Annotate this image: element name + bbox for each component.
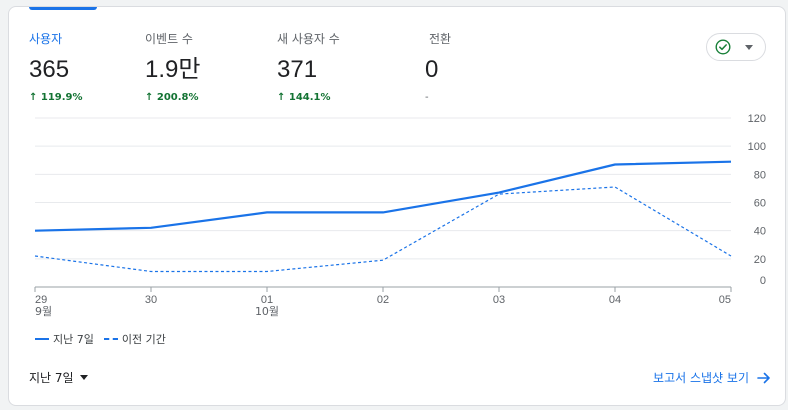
- caret-down-icon: [745, 45, 753, 50]
- legend-solid-swatch: [35, 338, 49, 340]
- report-link-label: 보고서 스냅샷 보기: [653, 371, 749, 385]
- metric-change-value: 119.9%: [40, 92, 83, 103]
- x-tick-label: 05: [719, 294, 731, 306]
- arrow-up-icon: ↑: [145, 92, 157, 103]
- metric-label: 새 사용자 수: [277, 32, 340, 46]
- series-line-previous-period: [34, 186, 732, 273]
- x-tick-label: 30: [145, 294, 157, 306]
- metric-change-value: 144.1%: [288, 92, 331, 103]
- x-tick-label: 02: [377, 294, 389, 306]
- y-tick-label: 0: [760, 275, 766, 287]
- chart-legend: 지난 7일 이전 기간: [35, 331, 166, 347]
- legend-current-label: 지난 7일: [53, 333, 94, 346]
- arrow-up-icon: ↑: [29, 92, 41, 103]
- y-tick-label: 60: [754, 198, 766, 210]
- x-tick-label: 04: [609, 294, 621, 306]
- x-tick-month-label: 10월: [255, 305, 279, 318]
- y-tick-label: 100: [748, 141, 766, 153]
- metric-label: 전환: [429, 32, 452, 46]
- legend-dashed-swatch: [103, 338, 118, 340]
- view-report-snapshot-link[interactable]: 보고서 스냅샷 보기: [653, 369, 771, 386]
- legend-previous-label: 이전 기간: [121, 333, 166, 346]
- x-tick-label: 01: [261, 294, 273, 306]
- date-range-selector[interactable]: 지난 7일: [29, 369, 88, 386]
- x-tick-label: 03: [493, 294, 505, 306]
- caret-down-icon: [79, 375, 88, 380]
- x-tick-month-label: 9월: [35, 305, 52, 318]
- metric-change: ↑ 200.8%: [145, 91, 200, 105]
- metric-change-value: 200.8%: [156, 92, 199, 103]
- metric-change: ↑ 119.9%: [29, 91, 83, 105]
- compare-dropdown-button[interactable]: [706, 33, 766, 61]
- overview-card: 사용자 365 ↑ 119.9% 이벤트 수 1.9만 ↑ 200.8% 새 사…: [8, 6, 786, 406]
- arrow-right-icon: [757, 372, 770, 383]
- y-tick-label: 80: [754, 169, 766, 181]
- date-range-label: 지난 7일: [29, 371, 74, 385]
- arrow-up-icon: ↑: [277, 92, 289, 103]
- metric-events[interactable]: 이벤트 수 1.9만 ↑ 200.8%: [145, 31, 200, 105]
- metric-value: 0: [425, 56, 439, 83]
- y-tick-label: 40: [754, 226, 766, 238]
- metric-change: ↑ 144.1%: [277, 91, 340, 105]
- metric-users[interactable]: 사용자 365 ↑ 119.9%: [29, 31, 83, 105]
- metric-conversions[interactable]: 전환 0 -: [425, 31, 451, 105]
- y-tick-label: 120: [748, 113, 766, 125]
- metric-value: 1.9만: [145, 56, 201, 83]
- y-tick-label: 20: [754, 254, 766, 266]
- metric-label: 사용자: [29, 32, 63, 46]
- metric-value: 371: [277, 56, 318, 83]
- metric-new-users[interactable]: 새 사용자 수 371 ↑ 144.1%: [277, 31, 340, 105]
- x-tick-label: 29: [35, 294, 47, 306]
- metric-value: 365: [29, 56, 70, 83]
- metric-change: -: [425, 92, 429, 103]
- active-metric-indicator: [29, 7, 97, 10]
- check-circle-icon: [715, 39, 731, 55]
- series-line-last-7-days: [34, 160, 732, 232]
- metric-label: 이벤트 수: [145, 32, 193, 46]
